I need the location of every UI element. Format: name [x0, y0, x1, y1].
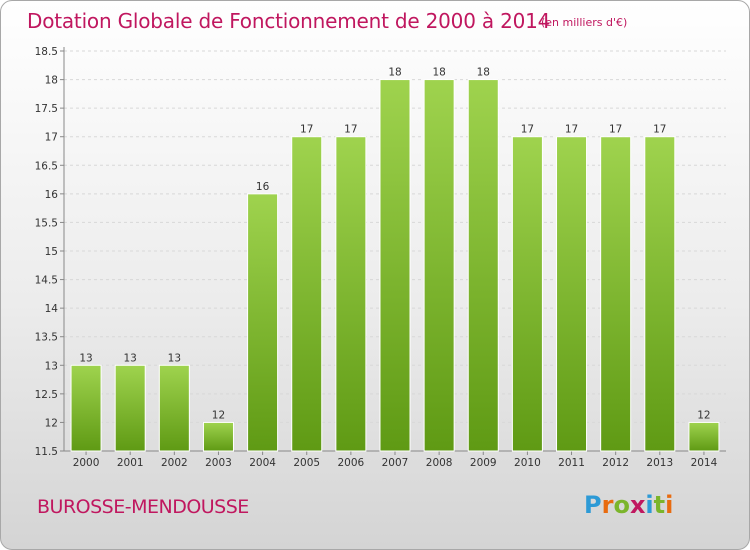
bar: [291, 136, 323, 452]
bar: [644, 136, 676, 452]
y-tick-label: 16.5: [35, 160, 58, 172]
x-tick-label: 2013: [646, 457, 673, 469]
y-tick-label: 17.5: [35, 103, 58, 115]
y-tick-label: 14.5: [35, 275, 58, 287]
x-tick-label: 2009: [470, 457, 497, 469]
y-tick-label: 18.5: [35, 46, 58, 58]
data-label: 17: [565, 124, 578, 136]
data-labels: 13 13 13 12 16 17 17 18 18 18 17 17 17 17 12: [79, 67, 710, 422]
y-tick-label: 16: [45, 189, 59, 201]
data-label: 16: [256, 181, 270, 193]
x-tick-label: 2004: [249, 457, 276, 469]
bar: [511, 136, 543, 452]
data-label: 13: [168, 352, 181, 364]
bar: [600, 136, 632, 452]
bar: [467, 79, 499, 452]
y-tick-label: 18: [45, 75, 58, 87]
y-tick-label: 17: [45, 132, 58, 144]
y-tick-labels: 11.5 12 12.5 13 13.5 14 14.5 15 15.5 16 16.5 17 17.5…: [35, 46, 59, 458]
logo-letter: r: [601, 491, 614, 519]
proxiti-logo[interactable]: Proxiti: [584, 491, 673, 519]
data-label: 17: [344, 124, 357, 136]
bar: [247, 193, 279, 452]
data-label: 18: [388, 67, 401, 79]
x-tick-label: 2000: [73, 457, 100, 469]
bar: [379, 79, 411, 452]
y-tick-label: 15.5: [35, 217, 58, 229]
chart-subtitle: (en milliers d'€): [541, 16, 628, 29]
y-tick-label: 15: [45, 246, 58, 258]
bar: [202, 421, 234, 452]
logo-letter: i: [665, 491, 674, 519]
bar: [556, 136, 588, 452]
x-tick-label: 2011: [558, 457, 585, 469]
data-label: 13: [79, 352, 92, 364]
logo-letter: x: [629, 491, 646, 519]
x-tick-label: 2006: [337, 457, 364, 469]
x-tick-label: 2001: [117, 457, 144, 469]
logo-letter: i: [645, 491, 654, 519]
bar: [423, 79, 455, 452]
y-tick-label: 14: [45, 303, 59, 315]
data-label: 18: [477, 67, 490, 79]
bar: [114, 364, 146, 452]
data-label: 12: [212, 409, 225, 421]
data-label: 17: [653, 124, 666, 136]
data-label: 13: [124, 352, 137, 364]
data-label: 17: [521, 124, 534, 136]
y-tick-label: 13: [45, 360, 58, 372]
x-tick-label: 2002: [161, 457, 188, 469]
x-tick-label: 2007: [382, 457, 409, 469]
chart-title: Dotation Globale de Fonctionnement de 20…: [27, 9, 551, 33]
y-tick-label: 12: [45, 417, 58, 429]
data-label: 17: [609, 124, 622, 136]
data-label: 12: [697, 409, 710, 421]
y-tick-label: 12.5: [35, 389, 58, 401]
x-tick-label: 2003: [205, 457, 232, 469]
y-tick-label: 11.5: [35, 446, 58, 458]
logo-letter: o: [613, 491, 630, 519]
x-tick-label: 2014: [691, 457, 718, 469]
commune-name: BUROSSE-MENDOUSSE: [37, 496, 249, 518]
logo-letter: t: [653, 491, 666, 519]
bar: [70, 364, 102, 452]
bar: [688, 421, 720, 452]
x-tick-label: 2010: [514, 457, 541, 469]
x-tick-label: 2012: [602, 457, 629, 469]
x-tick-labels: 2000 2001 2002 2003 2004 2005 2006 2007 2008 2009…: [73, 457, 718, 469]
data-label: 17: [300, 124, 313, 136]
logo-letter: P: [584, 491, 602, 519]
bar: [335, 136, 367, 452]
data-label: 18: [432, 67, 445, 79]
y-tick-label: 13.5: [35, 332, 58, 344]
bar: [158, 364, 190, 452]
bars: [70, 79, 720, 452]
x-tick-label: 2008: [426, 457, 453, 469]
x-tick-label: 2005: [293, 457, 320, 469]
